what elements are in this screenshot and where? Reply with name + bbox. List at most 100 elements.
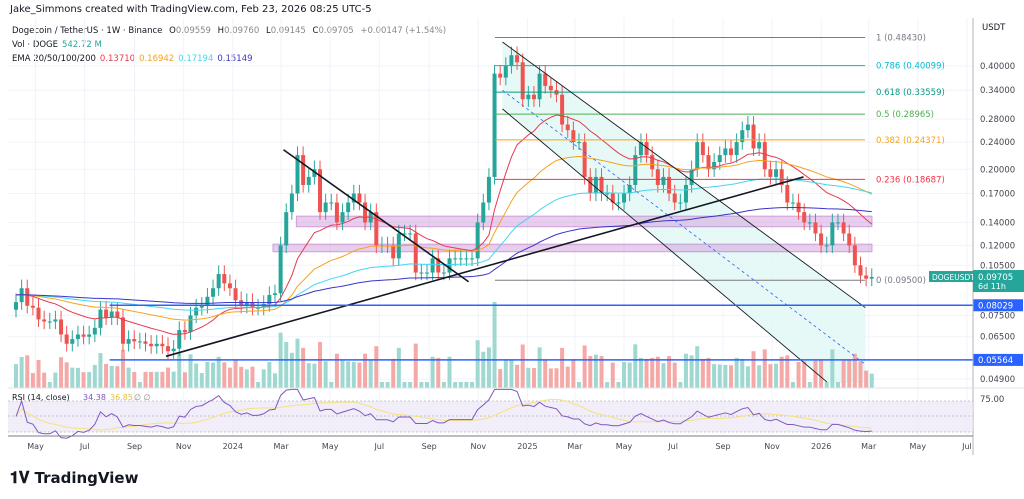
volume-bar (351, 362, 356, 388)
volume-bar (807, 382, 812, 388)
trendline (502, 108, 828, 383)
volume-bar (655, 356, 660, 388)
volume-bar (835, 382, 840, 388)
volume-bar (340, 360, 345, 388)
volume-bar (650, 357, 655, 388)
volume-bar (520, 344, 525, 388)
candle-body (762, 142, 767, 170)
time-tick: Jul (961, 442, 972, 451)
volume-bar (689, 355, 694, 388)
volume-bar (858, 361, 863, 388)
volume-bar (802, 361, 807, 388)
rsi-label: RSI (14, close) (12, 393, 70, 402)
candle-body (98, 309, 103, 328)
volume-label: Vol · DOGE (12, 40, 59, 50)
candle-body (835, 222, 840, 224)
time-tick: Jul (373, 442, 384, 451)
volume-bar (548, 368, 553, 388)
candle-body (419, 272, 424, 274)
volume-bar (261, 369, 266, 388)
candle-body (520, 62, 525, 100)
volume-bar (695, 346, 700, 388)
volume-bar (700, 358, 705, 388)
candle-body (526, 94, 531, 100)
volume-bar (678, 382, 683, 388)
volume-bar (785, 355, 790, 388)
volume-bar (824, 382, 829, 388)
volume-bar (458, 382, 463, 388)
volume-bar (53, 372, 58, 388)
volume-bar (796, 362, 801, 388)
volume-bar (227, 367, 232, 388)
candle-body (464, 258, 469, 260)
volume-bar (745, 366, 750, 388)
volume-bar (616, 382, 621, 388)
candle-body (227, 283, 232, 289)
time-tick: May (27, 442, 44, 451)
price-tick: 0.24000 (980, 138, 1015, 148)
trendline (165, 176, 804, 358)
volume-bar (42, 372, 47, 388)
rsi-tick: 75.00 (980, 395, 1004, 405)
volume-bar (729, 365, 734, 388)
volume-bar (819, 359, 824, 388)
ema-20-line (15, 114, 873, 335)
candle-body (239, 300, 244, 306)
channel-fill (502, 41, 866, 384)
volume-bar (498, 369, 503, 388)
candle-body (160, 343, 165, 347)
volume-bar (447, 356, 452, 388)
resistance-zone (295, 215, 873, 228)
candle-body (205, 296, 210, 306)
volume-bar (126, 367, 131, 388)
volume-bar (318, 342, 323, 388)
candle-body (334, 202, 339, 223)
candle-body (318, 169, 323, 213)
price-tick: 0.40000 (980, 62, 1015, 72)
resistance-zone (272, 243, 873, 253)
tradingview-logo[interactable]: 𝟏𝐕 TradingView (10, 468, 139, 487)
trendline (502, 41, 866, 309)
volume-bar (712, 364, 717, 388)
volume-bar (588, 356, 593, 388)
last-price: 0.09705 (978, 273, 1013, 283)
rsi-ma-line (15, 398, 872, 431)
price-tick: 0.06500 (980, 333, 1015, 343)
candle-body (864, 275, 869, 279)
time-tick: 2026 (811, 442, 831, 451)
candle-body (81, 334, 86, 337)
support-price-label: 0.05564 (978, 356, 1013, 366)
volume-bar (486, 347, 491, 388)
candle-body (807, 222, 812, 224)
volume-bar (560, 347, 565, 388)
candle-body (115, 311, 120, 318)
volume-bar (526, 367, 531, 388)
support-price-label: 0.08029 (978, 301, 1013, 311)
candle-body (92, 327, 97, 335)
candle-body (768, 169, 773, 177)
candle-body (481, 202, 486, 223)
volume-bar (256, 382, 261, 388)
volume-bar (323, 361, 328, 388)
volume-bar (272, 373, 277, 388)
rsi-ma-value: 36.85 (110, 393, 133, 402)
last-price-bg (973, 270, 1024, 293)
candle-body (824, 245, 829, 247)
candle-body (638, 142, 643, 156)
volume-bar (503, 359, 508, 388)
candle-body (672, 193, 677, 203)
price-tick: 0.12000 (980, 241, 1015, 251)
volume-bar (188, 354, 193, 388)
candle-body (267, 295, 272, 304)
volume-bar (166, 367, 171, 388)
time-tick: Jul (667, 442, 678, 451)
time-tick: Mar (567, 442, 583, 451)
volume-bar (81, 372, 86, 388)
candle-body (87, 334, 92, 337)
volume-bar (115, 366, 120, 388)
volume-bar (492, 302, 497, 388)
volume-bar (59, 357, 64, 388)
time-tick: Nov (470, 442, 486, 451)
candle-body (295, 155, 300, 194)
